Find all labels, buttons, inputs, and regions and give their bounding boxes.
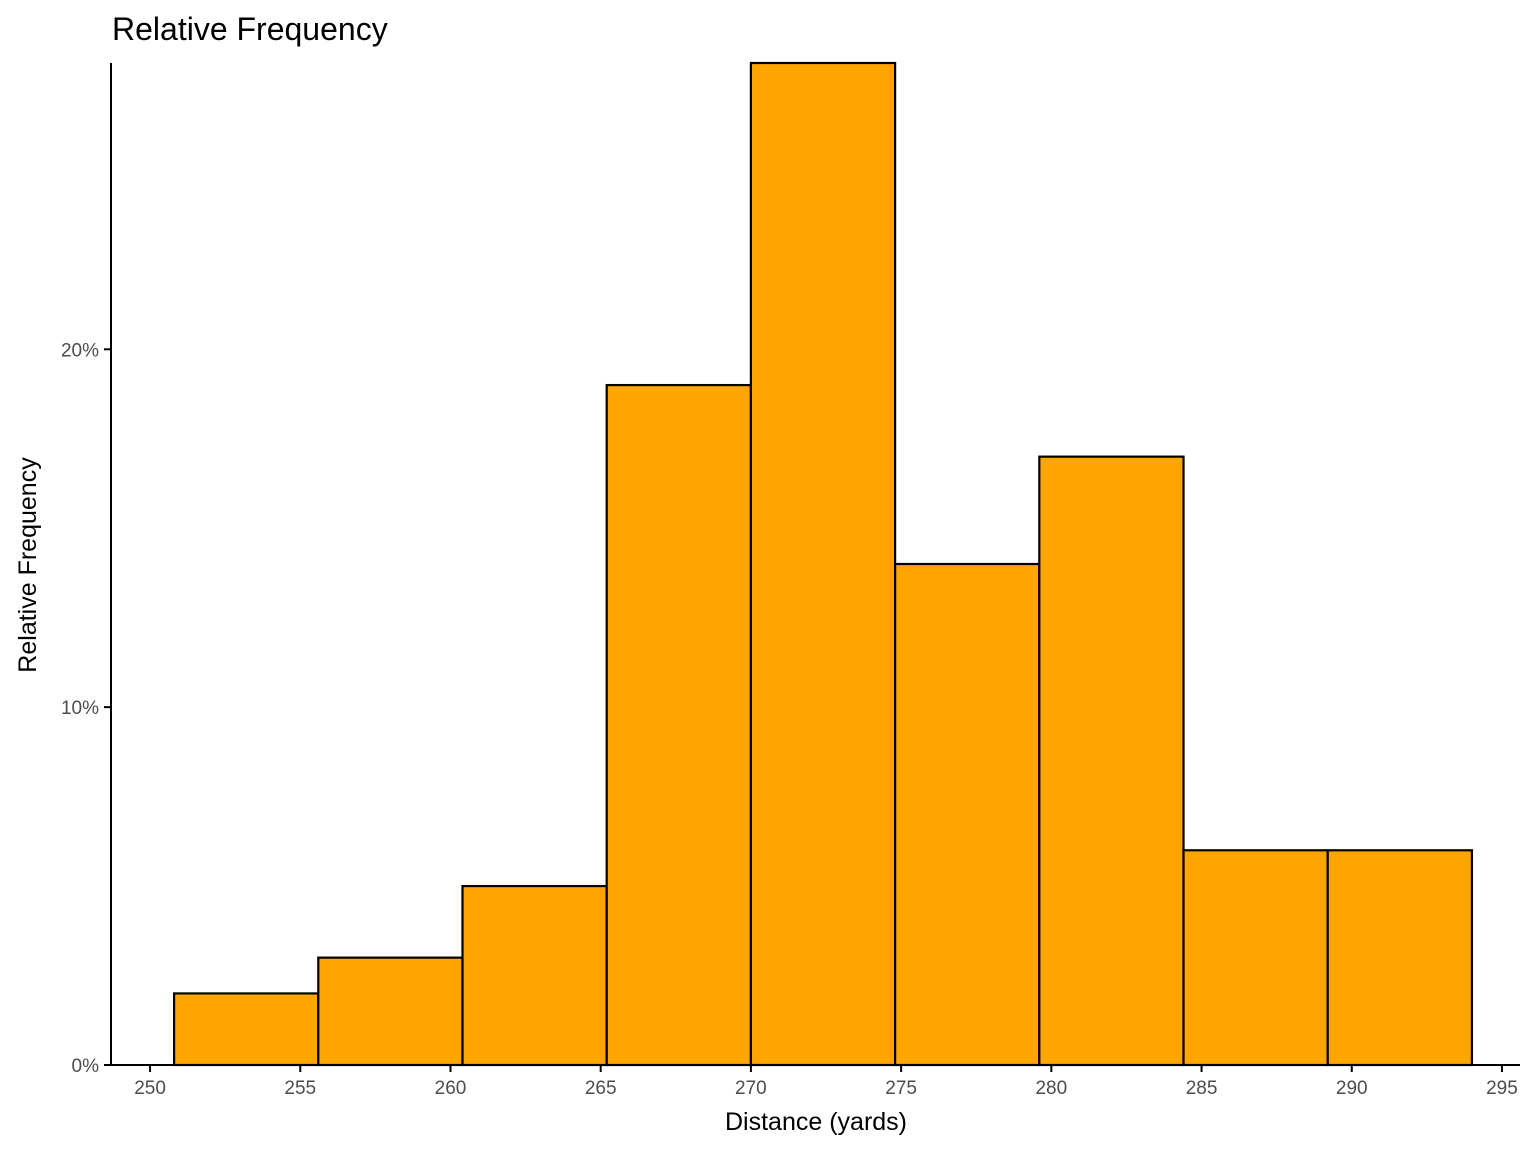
- histogram-bar: [1182, 849, 1329, 1067]
- x-tick-label: 280: [1035, 1078, 1067, 1099]
- x-tick-label: 290: [1336, 1078, 1368, 1099]
- histogram-bar: [894, 562, 1041, 1067]
- y-tick-label: 20%: [61, 340, 99, 361]
- y-axis-title: Relative Frequency: [14, 457, 42, 673]
- histogram-bar: [172, 992, 320, 1067]
- x-tick-label: 285: [1186, 1078, 1218, 1099]
- x-tick-label: 255: [284, 1078, 316, 1099]
- x-tick-label: 265: [585, 1078, 617, 1099]
- x-tick-label: 260: [435, 1078, 467, 1099]
- histogram-bar: [1038, 455, 1185, 1067]
- histogram-bar: [317, 956, 464, 1067]
- y-tick-label: 10%: [61, 698, 99, 719]
- bars-group: [172, 61, 1474, 1067]
- x-tick-label: 270: [735, 1078, 767, 1099]
- y-axis-ticks: 0% 10% 20%: [61, 340, 111, 1077]
- x-tick-label: 275: [885, 1078, 917, 1099]
- histogram-bar: [605, 383, 753, 1067]
- histogram-bar: [1326, 849, 1474, 1067]
- x-axis-title: Distance (yards): [725, 1108, 907, 1136]
- histogram-bar: [749, 61, 897, 1067]
- y-tick-label: 0%: [72, 1056, 100, 1077]
- x-tick-label: 295: [1486, 1078, 1518, 1099]
- x-tick-label: 250: [134, 1078, 166, 1099]
- x-axis-ticks: 250 255 260 265 270 275 280 285 290 295: [134, 1065, 1518, 1099]
- histogram-bar: [461, 884, 608, 1067]
- chart-title: Relative Frequency: [112, 11, 388, 47]
